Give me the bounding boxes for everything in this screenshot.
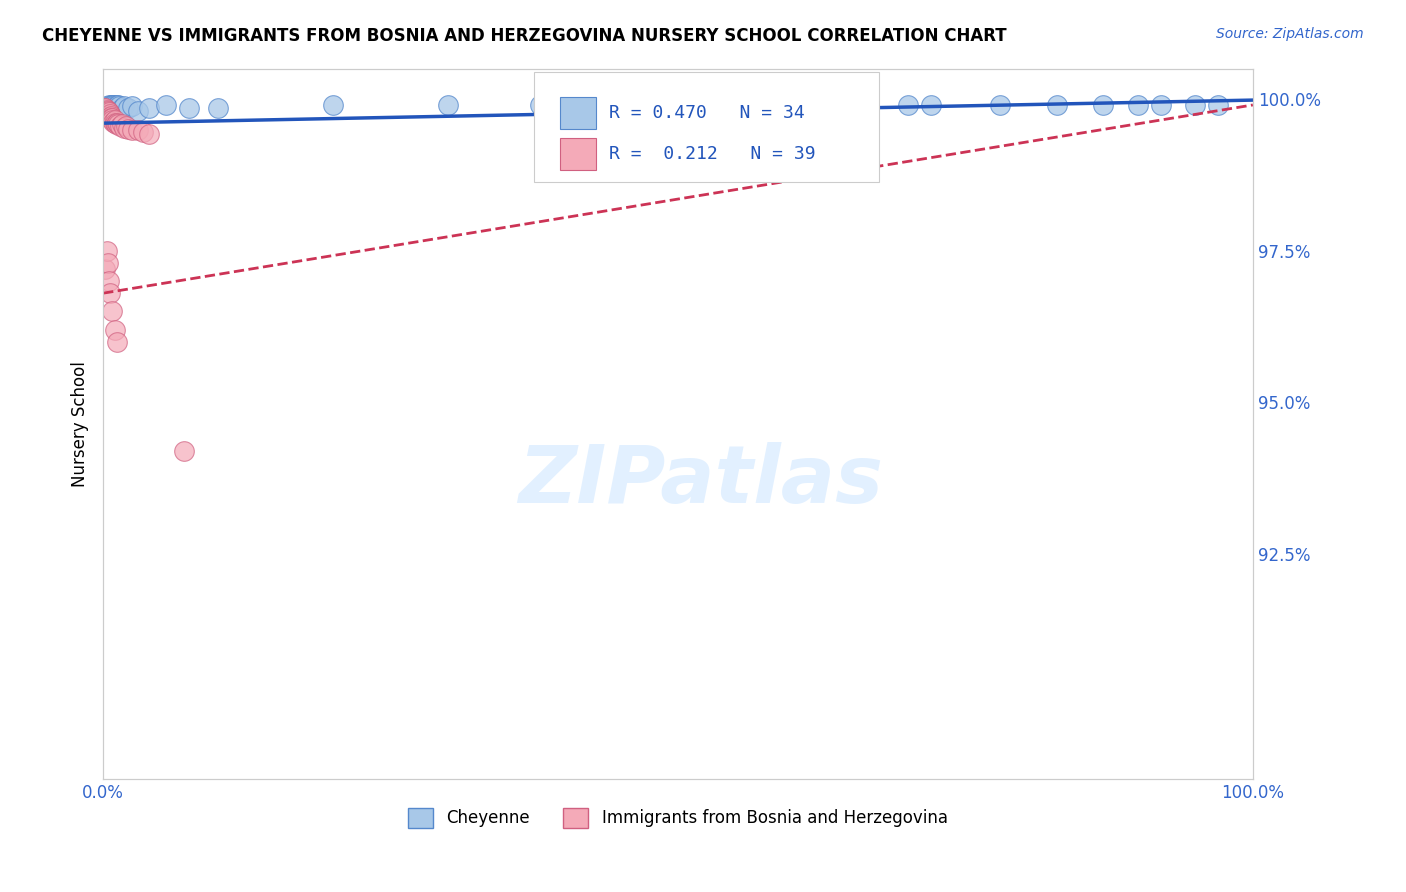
Point	[105, 116, 128, 130]
Point	[104, 117, 127, 131]
FancyBboxPatch shape	[560, 137, 596, 169]
Point	[94, 261, 117, 276]
Point	[988, 98, 1011, 112]
Point	[1092, 98, 1115, 112]
Point	[100, 98, 122, 112]
Point	[173, 444, 195, 458]
Point	[1046, 98, 1069, 112]
Point	[103, 115, 125, 129]
Point	[100, 109, 122, 123]
Point	[98, 110, 121, 124]
Point	[1208, 98, 1230, 112]
Point	[132, 125, 155, 139]
Point	[98, 107, 121, 121]
Point	[437, 98, 460, 112]
FancyBboxPatch shape	[534, 72, 879, 182]
Point	[105, 98, 128, 112]
Point	[920, 98, 942, 112]
Text: ZIPatlas: ZIPatlas	[519, 442, 883, 519]
Point	[529, 98, 551, 112]
Point	[97, 103, 120, 118]
Point	[108, 99, 131, 113]
Point	[97, 107, 120, 121]
Y-axis label: Nursery School: Nursery School	[72, 360, 89, 487]
Point	[782, 98, 804, 112]
Point	[897, 98, 920, 112]
Point	[110, 119, 132, 133]
Point	[121, 123, 143, 137]
Point	[112, 121, 135, 136]
Point	[644, 98, 666, 112]
Point	[138, 127, 160, 141]
Point	[110, 101, 132, 115]
Point	[94, 101, 117, 115]
Point	[97, 256, 120, 270]
Point	[104, 113, 127, 128]
Point	[96, 244, 118, 258]
Point	[107, 117, 129, 131]
Point	[97, 109, 120, 123]
Point	[101, 112, 124, 126]
Point	[115, 119, 138, 133]
Point	[121, 99, 143, 113]
Text: R = 0.470   N = 34: R = 0.470 N = 34	[609, 104, 804, 122]
Text: R =  0.212   N = 39: R = 0.212 N = 39	[609, 145, 815, 162]
Point	[724, 98, 747, 112]
Point	[322, 98, 344, 112]
Point	[112, 99, 135, 113]
Point	[117, 122, 139, 136]
Point	[94, 103, 117, 118]
Point	[1184, 98, 1206, 112]
Point	[97, 98, 120, 112]
Point	[1126, 98, 1149, 112]
Point	[97, 105, 120, 120]
Point	[96, 99, 118, 113]
Point	[103, 98, 125, 112]
Point	[104, 116, 127, 130]
Point	[839, 98, 862, 112]
Legend: Cheyenne, Immigrants from Bosnia and Herzegovina: Cheyenne, Immigrants from Bosnia and Her…	[402, 801, 955, 835]
Point	[101, 113, 124, 128]
Point	[96, 103, 118, 117]
Point	[179, 101, 201, 115]
Point	[207, 101, 229, 115]
Point	[105, 334, 128, 349]
Point	[1150, 98, 1173, 112]
Point	[96, 105, 118, 120]
Point	[127, 103, 149, 118]
Point	[127, 123, 149, 137]
Point	[101, 304, 124, 318]
Point	[100, 112, 122, 126]
Point	[104, 98, 127, 112]
Point	[117, 101, 139, 115]
Point	[97, 274, 120, 288]
Point	[93, 101, 115, 115]
Point	[101, 98, 124, 112]
Text: CHEYENNE VS IMMIGRANTS FROM BOSNIA AND HERZEGOVINA NURSERY SCHOOL CORRELATION CH: CHEYENNE VS IMMIGRANTS FROM BOSNIA AND H…	[42, 27, 1007, 45]
FancyBboxPatch shape	[560, 97, 596, 129]
Point	[98, 286, 121, 301]
Point	[155, 98, 177, 112]
Point	[110, 117, 132, 131]
Point	[138, 101, 160, 115]
Point	[104, 323, 127, 337]
Text: Source: ZipAtlas.com: Source: ZipAtlas.com	[1216, 27, 1364, 41]
Point	[107, 98, 129, 112]
